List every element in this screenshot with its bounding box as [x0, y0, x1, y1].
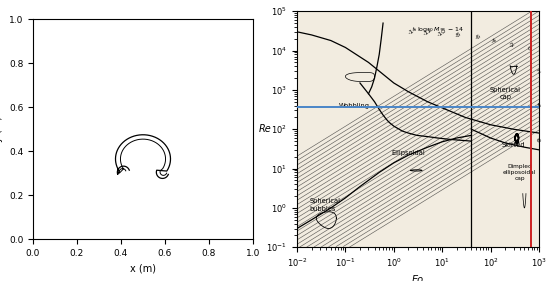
Text: 4: 4 — [536, 102, 542, 109]
Text: Dimpled
elliposoidal
cap: Dimpled elliposoidal cap — [503, 164, 536, 181]
Text: -14: -14 — [408, 26, 419, 36]
X-axis label: Eo: Eo — [412, 275, 424, 281]
Text: Wobbling: Wobbling — [338, 103, 370, 108]
Text: -8: -8 — [455, 31, 463, 39]
Text: 0: 0 — [527, 46, 533, 52]
Text: Spherical
cap: Spherical cap — [490, 87, 521, 101]
Text: -2: -2 — [508, 41, 516, 49]
Text: Ellipsoidal: Ellipsoidal — [392, 150, 425, 156]
Text: Re: Re — [259, 124, 272, 134]
Text: Skirted: Skirted — [502, 142, 525, 148]
Text: -6: -6 — [474, 33, 482, 41]
Text: -4: -4 — [491, 37, 498, 44]
Text: Spherical
bubbles: Spherical bubbles — [309, 198, 340, 212]
Text: -12: -12 — [422, 27, 433, 37]
Text: 6: 6 — [536, 138, 542, 144]
Y-axis label: y (m): y (m) — [0, 116, 3, 142]
Text: 2: 2 — [536, 68, 542, 74]
X-axis label: x (m): x (m) — [130, 264, 156, 273]
Text: $\log_{10}M=-14$: $\log_{10}M=-14$ — [417, 25, 464, 34]
Text: -10: -10 — [437, 28, 448, 38]
